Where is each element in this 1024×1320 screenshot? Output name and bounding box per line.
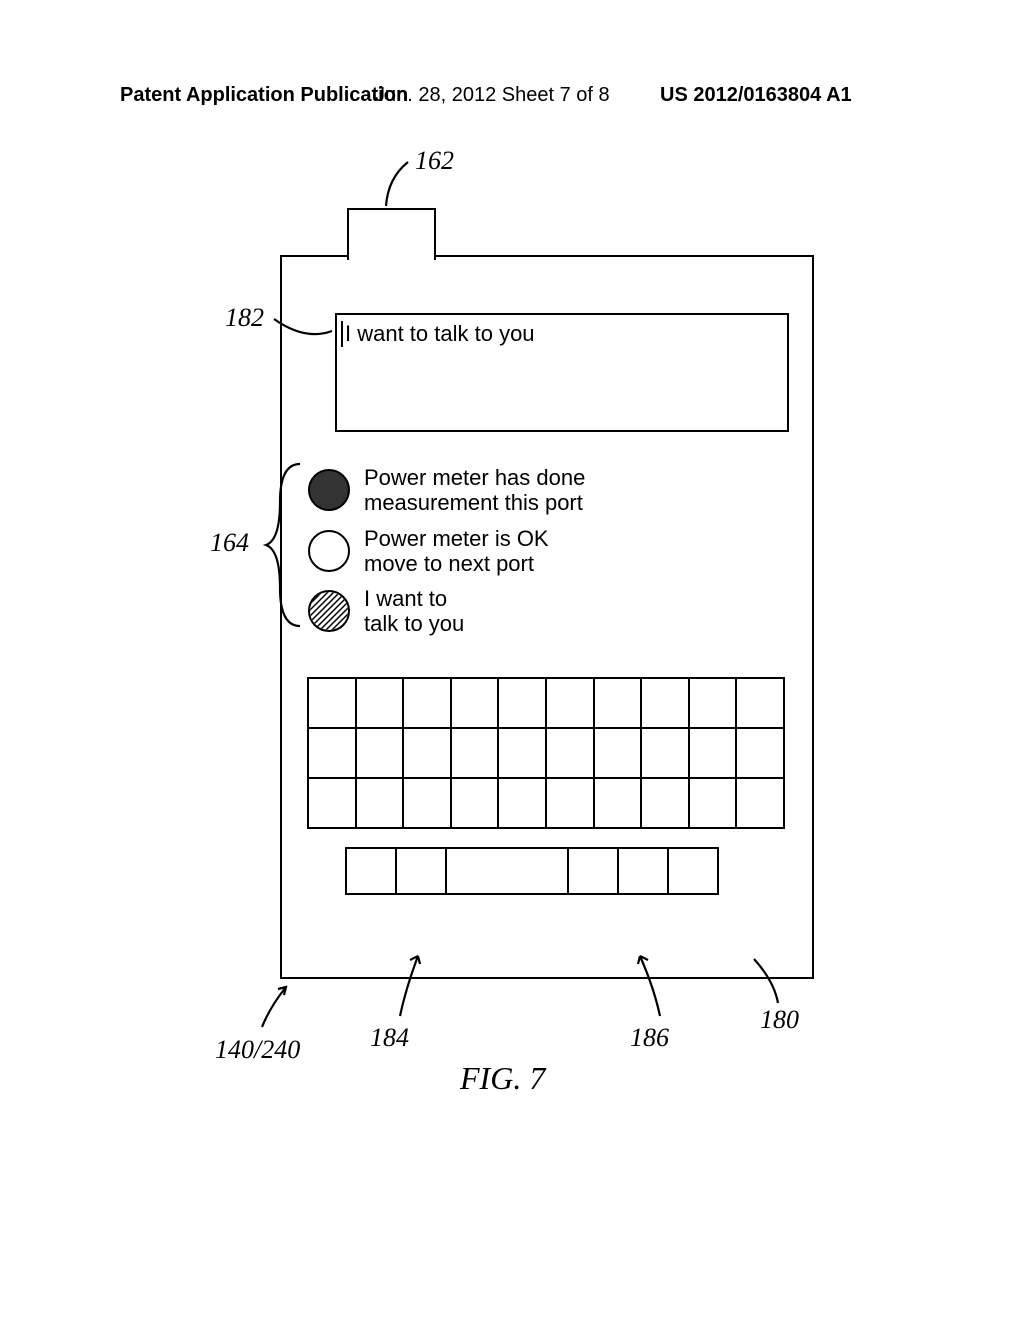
kb-key xyxy=(499,779,547,827)
kb-key xyxy=(595,779,643,827)
kb-key xyxy=(737,729,785,777)
kb-key xyxy=(547,779,595,827)
device-tab xyxy=(347,208,436,260)
kb-key xyxy=(547,679,595,727)
arrow-184 xyxy=(396,952,436,1022)
kb-key xyxy=(642,729,690,777)
legend-3-line1: I want to xyxy=(364,586,447,611)
kb-key xyxy=(595,729,643,777)
legend-2-line1: Power meter is OK xyxy=(364,526,549,551)
keyboard-bottom-row xyxy=(345,847,719,895)
kb-key xyxy=(499,729,547,777)
display-text: I want to talk to you xyxy=(345,321,535,347)
kb-key xyxy=(690,779,738,827)
legend-text-1: Power meter has done measurement this po… xyxy=(364,465,585,516)
kb-bottom-key xyxy=(619,847,669,895)
kb-key xyxy=(452,729,500,777)
kb-key xyxy=(404,779,452,827)
legend-3-line2: talk to you xyxy=(364,611,464,636)
legend: Power meter has done measurement this po… xyxy=(308,465,758,647)
kb-row xyxy=(307,729,785,779)
kb-key xyxy=(404,679,452,727)
kb-key xyxy=(737,779,785,827)
legend-row-1: Power meter has done measurement this po… xyxy=(308,465,758,516)
keyboard-grid xyxy=(307,677,785,829)
arrow-140 xyxy=(256,983,296,1033)
header-left: Patent Application Publication xyxy=(120,84,408,107)
legend-text-3: I want to talk to you xyxy=(364,586,464,637)
text-cursor xyxy=(341,321,343,347)
kb-key xyxy=(404,729,452,777)
legend-text-2: Power meter is OK move to next port xyxy=(364,526,549,577)
kb-bottom-key xyxy=(447,847,569,895)
header-right: US 2012/0163804 A1 xyxy=(660,84,852,107)
ref-182: 182 xyxy=(225,303,264,333)
arrow-186 xyxy=(636,952,676,1022)
kb-bottom-key xyxy=(345,847,397,895)
display-box: I want to talk to you xyxy=(335,313,789,432)
kb-key xyxy=(307,729,357,777)
kb-bottom-key xyxy=(569,847,619,895)
legend-1-line2: measurement this port xyxy=(364,490,583,515)
legend-1-line1: Power meter has done xyxy=(364,465,585,490)
header-center: Jun. 28, 2012 Sheet 7 of 8 xyxy=(375,84,610,107)
figure-caption: FIG. 7 xyxy=(460,1060,545,1097)
kb-key xyxy=(642,679,690,727)
kb-key xyxy=(547,729,595,777)
kb-key xyxy=(499,679,547,727)
kb-bottom-key xyxy=(397,847,447,895)
ref-140-240: 140/240 xyxy=(215,1035,300,1065)
kb-key xyxy=(452,679,500,727)
kb-key xyxy=(357,679,405,727)
kb-key xyxy=(307,779,357,827)
kb-key xyxy=(690,679,738,727)
kb-key xyxy=(307,679,357,727)
legend-row-2: Power meter is OK move to next port xyxy=(308,526,758,577)
device-outline: I want to talk to you Power meter has do… xyxy=(280,255,814,979)
ref-164: 164 xyxy=(210,528,249,558)
kb-key xyxy=(357,779,405,827)
kb-key xyxy=(690,729,738,777)
ref-186: 186 xyxy=(630,1023,669,1053)
kb-key xyxy=(642,779,690,827)
legend-row-3: I want to talk to you xyxy=(308,586,758,637)
legend-dot-open xyxy=(308,530,350,572)
kb-row xyxy=(307,779,785,829)
kb-key xyxy=(452,779,500,827)
kb-key xyxy=(595,679,643,727)
kb-key xyxy=(357,729,405,777)
kb-key xyxy=(737,679,785,727)
ref-184: 184 xyxy=(370,1023,409,1053)
legend-dot-hatched xyxy=(308,590,350,632)
kb-bottom-key xyxy=(669,847,719,895)
legend-dot-filled xyxy=(308,469,350,511)
legend-2-line2: move to next port xyxy=(364,551,534,576)
kb-row xyxy=(307,677,785,729)
leader-180 xyxy=(750,955,800,1010)
